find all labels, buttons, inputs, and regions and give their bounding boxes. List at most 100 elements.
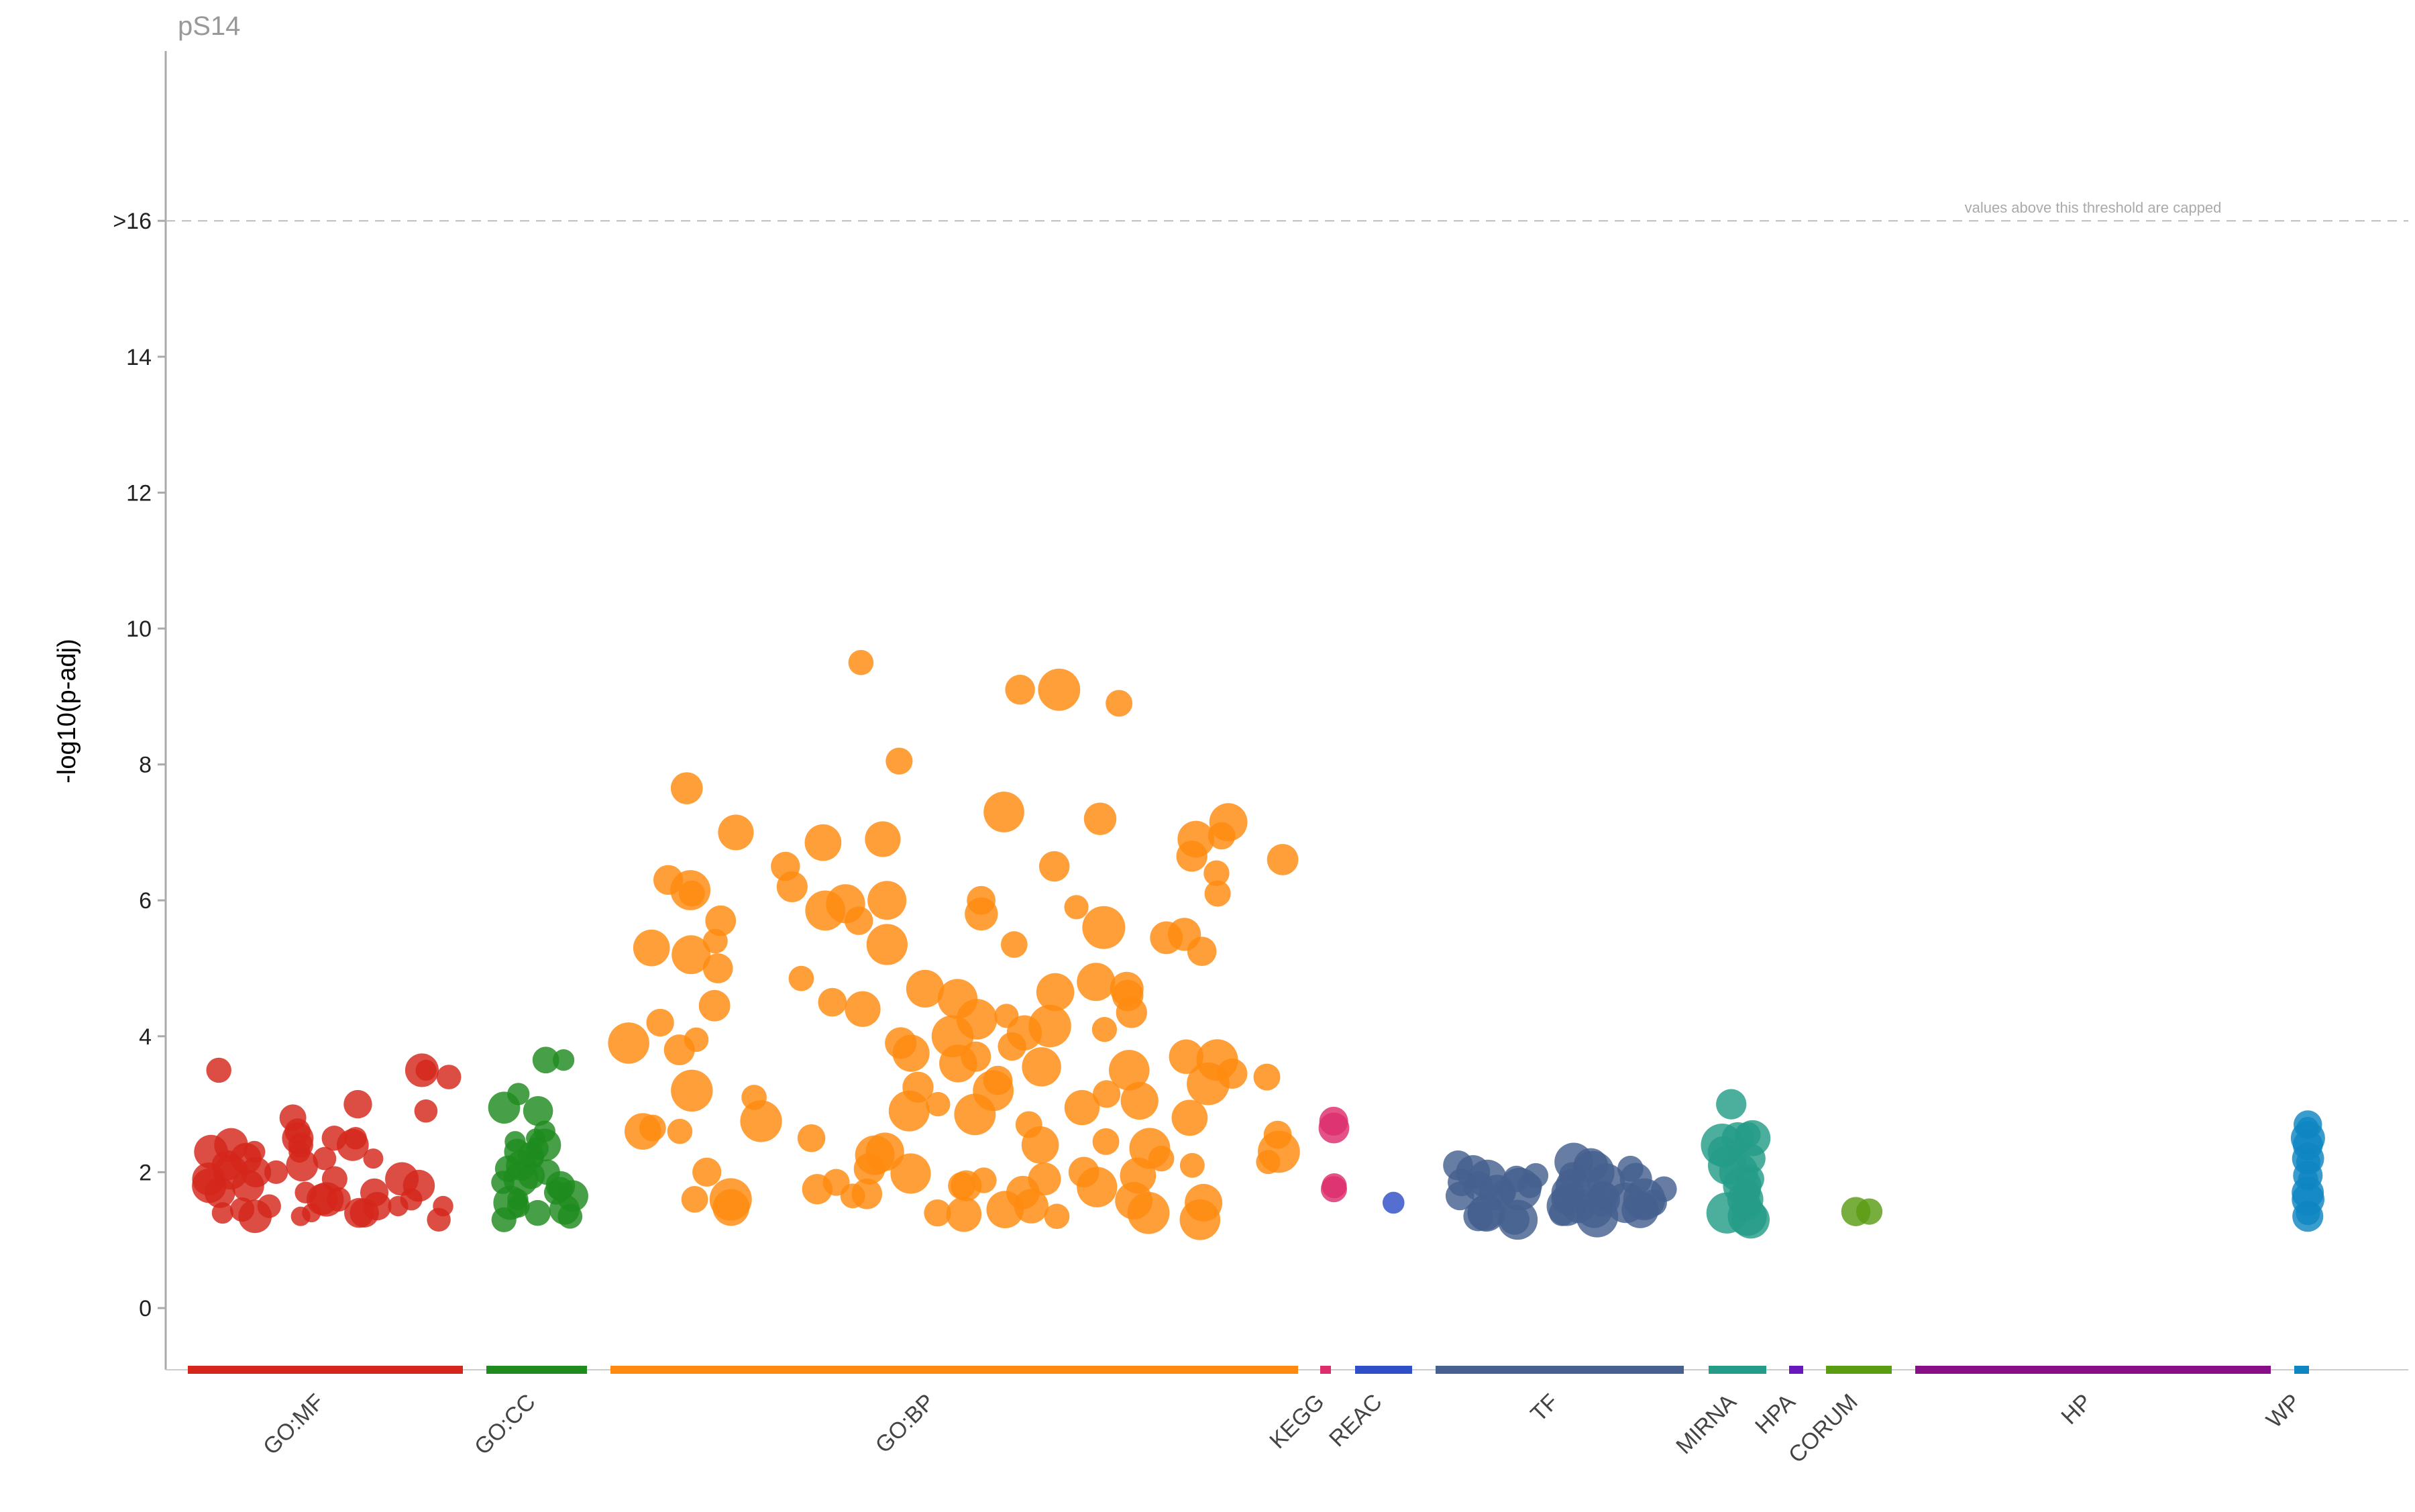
y-tick-label: 4 (139, 1024, 152, 1050)
data-point (1000, 931, 1028, 958)
data-point (608, 1022, 649, 1064)
data-point (388, 1195, 409, 1217)
data-point (1585, 1182, 1620, 1217)
data-point (625, 1113, 661, 1150)
data-point (206, 1057, 231, 1083)
data-point (1022, 1047, 1061, 1087)
data-point (797, 1124, 826, 1152)
data-point (1716, 1089, 1747, 1120)
data-point (906, 969, 945, 1008)
data-point (1092, 1080, 1121, 1108)
data-point (1120, 1081, 1159, 1120)
data-point (1005, 674, 1035, 705)
data-point (1517, 1173, 1542, 1199)
y-tick-label: 6 (139, 888, 152, 914)
x-tick-label: GO:CC (470, 1389, 541, 1460)
data-point (553, 1049, 575, 1071)
data-point (845, 991, 881, 1027)
data-point (844, 906, 873, 935)
source-bar (188, 1366, 463, 1374)
data-point (885, 747, 913, 775)
data-point (1467, 1194, 1505, 1232)
data-point (692, 1157, 722, 1187)
source-bar (1826, 1366, 1892, 1374)
data-point (414, 1099, 438, 1123)
source-bar (486, 1366, 587, 1374)
x-tick-label: REAC (1324, 1389, 1387, 1452)
x-tick-label: TF (1525, 1389, 1563, 1427)
source-bar (1709, 1366, 1766, 1374)
data-point (702, 928, 728, 954)
data-point (818, 987, 847, 1017)
source-bars (188, 1366, 2309, 1374)
data-point (343, 1089, 372, 1119)
threshold-note: values above this threshold are capped (1965, 199, 2222, 216)
data-point (1382, 1191, 1405, 1214)
data-point (1841, 1197, 1871, 1226)
data-point (1468, 1159, 1507, 1199)
data-point (488, 1091, 521, 1124)
data-point (973, 1070, 1014, 1112)
data-point (633, 929, 670, 967)
data-point (1187, 936, 1217, 967)
source-bar (1436, 1366, 1684, 1374)
source-bar (1320, 1366, 1331, 1374)
y-tick-label: 12 (126, 480, 152, 506)
source-bar (1789, 1366, 1803, 1374)
source-bar (1355, 1366, 1412, 1374)
data-point (523, 1095, 553, 1126)
data-point (1267, 844, 1299, 875)
data-point (494, 1155, 522, 1183)
data-point (1253, 1063, 1281, 1091)
data-point (238, 1199, 272, 1234)
data-point (851, 1179, 883, 1209)
data-point (532, 1046, 559, 1074)
data-point (1203, 860, 1230, 886)
data-point (1108, 1050, 1150, 1091)
data-point (1196, 1039, 1238, 1081)
data-point (1204, 880, 1231, 907)
data-point (924, 1199, 951, 1227)
y-tick-label: 10 (126, 616, 152, 642)
data-point (890, 1153, 931, 1194)
data-point (363, 1148, 384, 1169)
x-tick-label: HPA (1750, 1389, 1801, 1440)
data-point (1631, 1193, 1658, 1220)
x-tick-label: WP (2261, 1389, 2306, 1434)
data-point (902, 1071, 934, 1103)
data-point (1179, 1199, 1221, 1240)
data-point (885, 1027, 917, 1059)
data-point (848, 649, 874, 676)
data-point (705, 905, 737, 936)
data-point (1320, 1176, 1347, 1203)
data-point (702, 953, 733, 983)
data-point (1064, 895, 1089, 920)
x-tick-label: GO:BP (871, 1389, 940, 1458)
data-point (302, 1203, 321, 1223)
source-bar (2294, 1366, 2309, 1374)
data-point (951, 1170, 982, 1201)
source-bar (610, 1366, 1298, 1374)
data-point (740, 1100, 782, 1142)
data-point (504, 1131, 526, 1152)
data-point (1171, 1099, 1208, 1136)
data-point (336, 1129, 369, 1161)
data-point (1038, 851, 1070, 882)
data-point (1028, 1004, 1071, 1048)
data-point (491, 1207, 517, 1232)
data-point (670, 772, 703, 804)
data-point (433, 1195, 453, 1217)
data-point (1106, 690, 1133, 717)
data-point (853, 1152, 885, 1185)
data-point (1092, 1128, 1120, 1155)
y-tick-label: 2 (139, 1160, 152, 1185)
data-point (804, 824, 842, 861)
data-point (1731, 1201, 1770, 1239)
data-point (961, 1041, 991, 1072)
data-point (1082, 906, 1126, 949)
data-point (788, 965, 814, 991)
data-point (867, 881, 907, 920)
data-point (678, 880, 705, 907)
data-point (415, 1059, 437, 1081)
data-point (1179, 1152, 1205, 1178)
